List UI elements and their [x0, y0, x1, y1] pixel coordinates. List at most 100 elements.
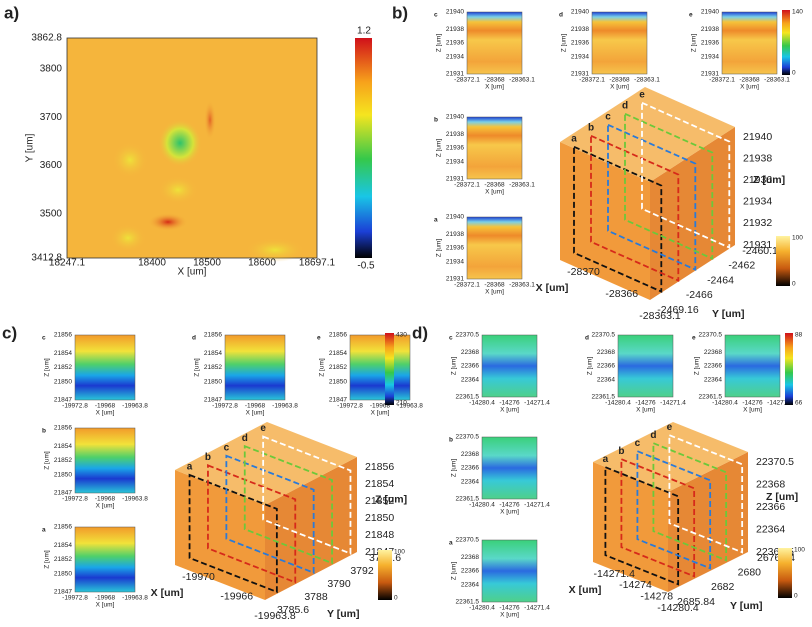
slice-letter: a [434, 217, 438, 224]
x-tick-label: -28368 [484, 182, 505, 189]
x-tick-label: -28372.1 [579, 77, 605, 84]
z-tick-label: 22364 [597, 376, 615, 383]
colorbar-min: 0 [794, 593, 798, 600]
z-tick-label: 21852 [54, 364, 72, 371]
x-tick-label: -19972.8 [337, 403, 363, 410]
cube-face [175, 470, 265, 600]
z-tick-label: 21936 [701, 40, 719, 47]
x-tick-label: -28368 [739, 77, 760, 84]
z-tick-label: 21854 [54, 542, 72, 549]
z-axis-label: Z [um] [561, 34, 568, 53]
z-tick-label: 22370.5 [699, 332, 723, 339]
z-tick-label: 21938 [701, 26, 719, 33]
slice-outline [620, 457, 696, 578]
z-tick-label: 21934 [571, 53, 589, 60]
z-tick-label: 21856 [365, 461, 394, 473]
z-tick-label: 21940 [446, 214, 464, 221]
x-tick-label: -28370 [567, 266, 600, 278]
x-axis-label: X [um] [569, 584, 602, 596]
y-axis-label: Y [um] [712, 308, 744, 320]
x-axis-label: X [um] [636, 407, 655, 414]
x-axis-label: X [um] [96, 503, 115, 510]
x-tick-label: -19972.8 [62, 496, 88, 503]
y-tick-label: 3788 [304, 591, 328, 603]
colorbar-max: 430 [396, 332, 407, 339]
y-tick-label: 3412.8 [31, 253, 62, 264]
slice-letter: d [192, 335, 196, 342]
slice-letter: a [449, 540, 453, 547]
z-tick-label: 22361.5 [456, 599, 480, 606]
z-axis-label: Z [um] [44, 451, 51, 470]
x-axis-label: X [um] [743, 407, 762, 414]
x-tick-label: -28372.1 [454, 182, 480, 189]
z-axis-label: Z [um] [587, 357, 594, 376]
colorbar-max: 140 [792, 9, 803, 16]
z-tick-label: 22361.5 [456, 394, 480, 401]
x-tick-label: -28363.1 [639, 310, 681, 322]
x-tick-label: -28366 [605, 288, 638, 300]
x-tick-label: -14278 [640, 590, 673, 602]
colorbar [776, 236, 790, 286]
slice-letter: e [667, 422, 673, 433]
slice-outline [636, 449, 712, 570]
colorbar-max: 100 [794, 547, 805, 554]
y-tick-label: 3700 [40, 112, 63, 123]
z-tick-label: 22364 [461, 581, 479, 588]
slice-outline [243, 444, 333, 565]
x-tick-label: -19963.8 [122, 496, 148, 503]
slice-map [724, 334, 781, 398]
z-axis-label: Z [um] [375, 494, 407, 506]
panel-label: a) [4, 3, 19, 22]
slice-outline [652, 441, 728, 562]
x-tick-label: -14271.4 [660, 400, 686, 407]
x-tick-label: -19963.8 [122, 595, 148, 602]
slice-letter: d [650, 430, 656, 441]
y-tick-label: -2466 [686, 289, 713, 301]
y-tick-label: -2462 [728, 260, 755, 272]
x-tick-label: -28363.1 [634, 77, 660, 84]
z-tick-label: 22366 [461, 568, 479, 575]
cube-face [668, 452, 748, 592]
z-tick-label: 22370.5 [456, 332, 480, 339]
z-tick-label: 21856 [54, 332, 72, 339]
x-axis-label: X [um] [178, 267, 207, 278]
colorbar-min: 210 [396, 400, 407, 407]
x-tick-label: -19972.8 [62, 403, 88, 410]
cube-face [650, 127, 735, 300]
x-tick-label: -14271.4 [524, 400, 550, 407]
z-tick-label: 21940 [446, 114, 464, 121]
x-tick-label: -28372.1 [454, 282, 480, 289]
y-axis-label: Y [um] [25, 133, 36, 162]
x-tick-label: -19963.8 [254, 610, 296, 622]
z-tick-label: 22361.5 [456, 496, 480, 503]
slice-letter: b [588, 122, 594, 133]
z-tick-label: 21938 [446, 231, 464, 238]
slice-letter: c [449, 335, 453, 342]
z-tick-label: 21850 [365, 512, 394, 524]
z-tick-label: 22368 [597, 349, 615, 356]
z-axis-label: Z [um] [194, 358, 201, 377]
z-tick-label: 21936 [743, 174, 772, 186]
z-tick-label: 21852 [54, 556, 72, 563]
slice-letter: b [434, 117, 438, 124]
x-tick-label: -14271.4 [524, 605, 550, 612]
slice-outline [188, 473, 278, 594]
z-tick-label: 21931 [743, 239, 772, 251]
slice-outline [225, 454, 315, 575]
z-axis-label: Z [um] [691, 34, 698, 53]
z-tick-label: 21934 [446, 158, 464, 165]
z-tick-label: 22368 [461, 451, 479, 458]
slice-map [74, 334, 136, 401]
z-tick-label: 21931 [446, 176, 464, 183]
slice-map [481, 334, 538, 398]
z-tick-label: 21854 [365, 478, 394, 490]
x-tick-label: -28372.1 [709, 77, 735, 84]
y-tick-label: -2469.16 [657, 304, 699, 316]
panel-label: c) [2, 323, 17, 342]
x-tick-label: -19972.8 [212, 403, 238, 410]
x-tick-label: -19970 [182, 571, 215, 583]
slice-map [349, 334, 411, 401]
z-tick-label: 21856 [329, 332, 347, 339]
x-tick-label: 18600 [248, 258, 276, 269]
x-axis-label: X [um] [500, 407, 519, 414]
